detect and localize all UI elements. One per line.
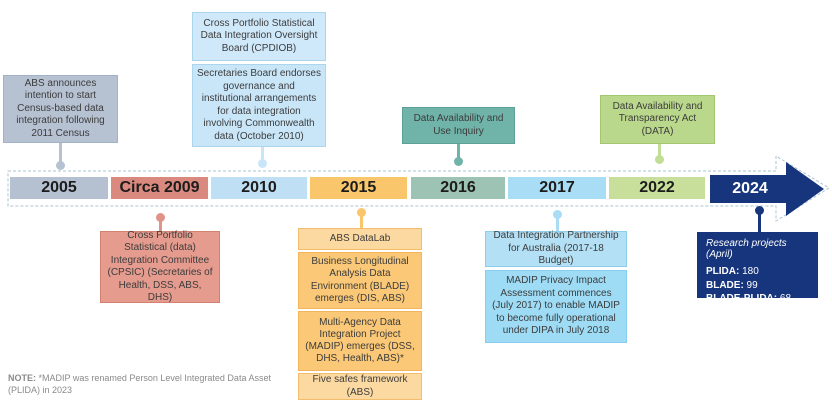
timeline-segment-2005: 2005 xyxy=(10,177,108,199)
connector-dot-2009 xyxy=(156,213,165,222)
connector-dot-2022 xyxy=(655,155,664,164)
connector-line-2017 xyxy=(556,214,559,232)
event-box-madip: Multi-Agency Data Integration Project (M… xyxy=(298,311,422,371)
connector-line-2015 xyxy=(360,211,363,229)
stat-plida: PLIDA: 180 xyxy=(706,265,812,279)
event-box-research-projects-2024: Research projects (April) PLIDA: 180 BLA… xyxy=(697,232,818,304)
event-box-abs-census-2005: ABS announces intention to start Census-… xyxy=(3,75,118,143)
event-box-cpsic: Cross Portfolio Statistical (data) Integ… xyxy=(100,230,220,303)
stat-plida-label: PLIDA: xyxy=(706,266,740,277)
event-box-data-availability-transparency-act: Data Availability and Transparency Act (… xyxy=(600,95,715,144)
event-box-dipa: Data Integration Partnership for Austral… xyxy=(485,230,627,267)
timeline-segment-2015: 2015 xyxy=(310,177,407,199)
connector-dot-2005 xyxy=(56,161,65,170)
connector-line-2005 xyxy=(59,143,62,165)
stat-blade-plida-label: BLADE-PLIDA: xyxy=(706,293,778,304)
connector-dot-2010 xyxy=(258,159,267,168)
stat-blade-value: 99 xyxy=(743,279,758,291)
footnote-text: *MADIP was renamed Person Level Integrat… xyxy=(8,373,271,396)
event-box-madip-pia: MADIP Privacy Impact Assessment commence… xyxy=(485,270,627,343)
connector-dot-2016 xyxy=(454,157,463,166)
timeline-segment-2022: 2022 xyxy=(609,177,705,199)
timeline-segment-2016: 2016 xyxy=(411,177,505,199)
event-box-data-availability-use-inquiry: Data Availability and Use Inquiry xyxy=(402,107,515,144)
event-box-secretaries-board: Secretaries Board endorses governance an… xyxy=(192,64,326,147)
connector-line-2009 xyxy=(159,217,162,232)
footnote-label: NOTE: xyxy=(8,373,36,383)
connector-line-2016 xyxy=(457,144,460,161)
connector-line-2010 xyxy=(261,147,264,163)
arrow-2024-shape xyxy=(710,162,824,216)
connector-line-2022 xyxy=(658,144,661,159)
event-box-five-safes: Five safes framework (ABS) xyxy=(298,373,422,400)
stat-blade: BLADE: 99 xyxy=(706,279,812,293)
stat-blade-plida-value: 68 xyxy=(777,293,792,304)
timeline-segment-2024: 2024 xyxy=(732,180,768,197)
stat-blade-label: BLADE: xyxy=(706,279,744,291)
research-projects-title: Research projects (April) xyxy=(706,238,787,260)
timeline-segment-2010: 2010 xyxy=(211,177,307,199)
event-box-cpdiob: Cross Portfolio Statistical Data Integra… xyxy=(192,12,326,61)
connector-dot-2017 xyxy=(553,210,562,219)
footnote: NOTE: *MADIP was renamed Person Level In… xyxy=(8,372,278,396)
timeline-segment-2017: 2017 xyxy=(508,177,606,199)
event-box-abs-datalab: ABS DataLab xyxy=(298,228,422,250)
stat-plida-value: 180 xyxy=(739,266,759,277)
event-box-blade: Business Longitudinal Analysis Data Envi… xyxy=(298,252,422,309)
connector-line-2024 xyxy=(758,210,761,232)
connector-dot-2015 xyxy=(357,208,366,217)
stat-blade-plida: BLADE-PLIDA: 68 xyxy=(706,292,812,306)
timeline-segment-circa-2009: Circa 2009 xyxy=(111,177,208,199)
dashed-arrow-outline xyxy=(7,155,830,222)
connector-dot-2024 xyxy=(755,206,764,215)
